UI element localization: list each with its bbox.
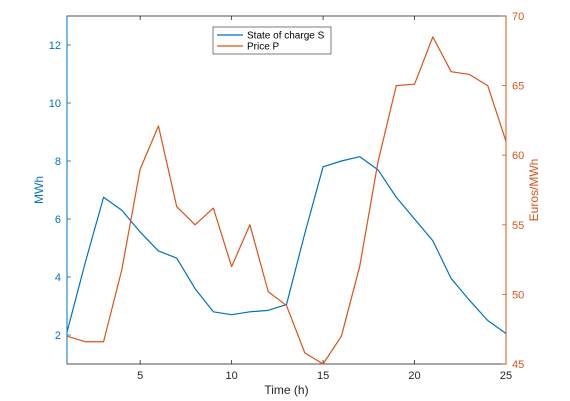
x-tick-label: 5 — [137, 370, 143, 382]
left-y-tick-label: 4 — [55, 272, 61, 284]
legend-box — [212, 26, 332, 55]
legend-label-price: Price P — [247, 42, 280, 53]
x-tick-label: 20 — [408, 370, 420, 382]
right-y-tick-label: 60 — [512, 150, 524, 162]
left-y-tick-label: 8 — [55, 156, 61, 168]
right-y-tick-label: 55 — [512, 220, 524, 232]
right-y-axis-title: Euros/MWh — [527, 159, 541, 222]
left-y-axis: 2 4 6 8 10 12 — [49, 16, 71, 364]
left-y-axis-title: MWh — [32, 176, 46, 204]
x-axis: 5 10 15 20 25 — [137, 16, 512, 382]
right-y-tick-label: 65 — [512, 81, 524, 93]
left-y-tick-label: 6 — [55, 214, 61, 226]
right-y-tick-label: 45 — [512, 359, 524, 371]
x-tick-label: 10 — [226, 370, 238, 382]
right-y-tick-label: 50 — [512, 289, 524, 301]
plot-area — [66, 15, 507, 365]
legend: State of charge S Price P — [212, 26, 332, 55]
left-y-tick-label: 12 — [49, 40, 61, 52]
left-y-tick-label: 2 — [55, 330, 61, 342]
series-line-price — [66, 36, 507, 365]
series-line-state-of-charge — [66, 156, 507, 335]
series-layer — [66, 36, 507, 365]
right-y-axis: 45 50 55 60 65 70 — [502, 11, 524, 371]
x-axis-title: Time (h) — [264, 383, 308, 397]
legend-label-state-of-charge: State of charge S — [247, 31, 325, 42]
x-tick-label: 25 — [500, 370, 512, 382]
x-tick-label: 15 — [317, 370, 329, 382]
left-y-tick-label: 10 — [49, 98, 61, 110]
right-y-tick-label: 70 — [512, 11, 524, 23]
